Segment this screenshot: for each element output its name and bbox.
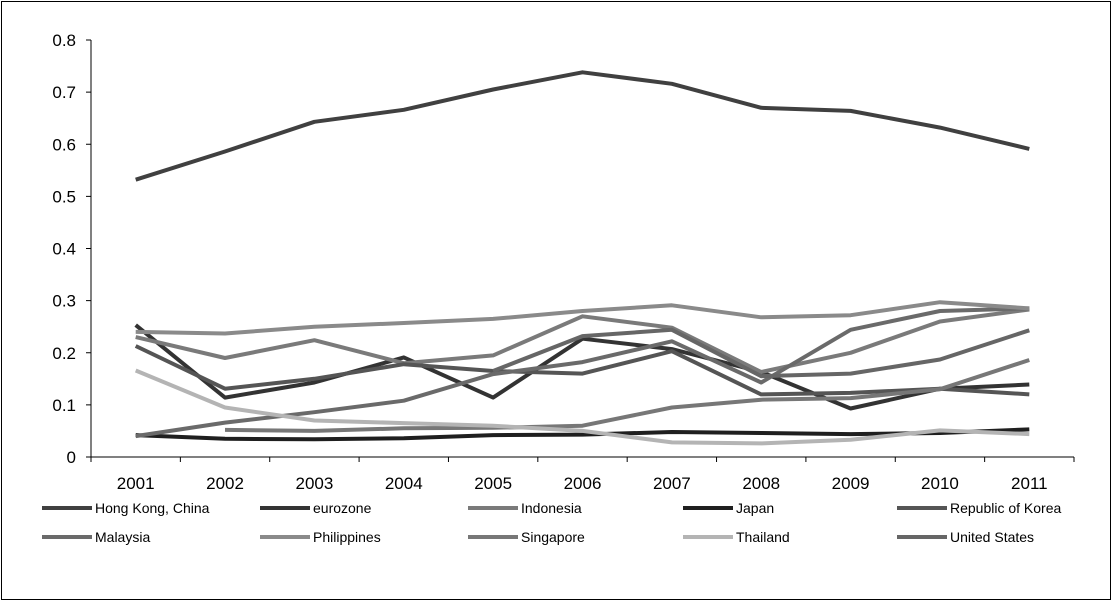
x-tick-label: 2006 [564, 474, 602, 493]
series-line-eurozone [134, 323, 1030, 411]
x-tick-label: 2004 [385, 474, 423, 493]
series-line-republic-of-korea [134, 344, 1030, 397]
x-tick-label: 2008 [742, 474, 780, 493]
series-line-philippines [135, 300, 1030, 336]
series-line-indonesia [135, 307, 1030, 374]
legend-label-eurozone: eurozone [313, 500, 372, 516]
legend-label-singapore: Singapore [521, 529, 585, 545]
y-tick-label: 0.7 [52, 83, 76, 102]
series-line-thailand [134, 368, 1030, 446]
series-line-singapore [224, 358, 1030, 433]
y-tick-label: 0.1 [52, 396, 76, 415]
x-tick-label: 2009 [832, 474, 870, 493]
x-tick-label: 2010 [921, 474, 959, 493]
x-tick-label: 2002 [206, 474, 244, 493]
legend-label-united-states: United States [950, 529, 1034, 545]
y-tick-label: 0.6 [52, 135, 76, 154]
legend-label-thailand: Thailand [736, 529, 790, 545]
legend: Hong Kong, China eurozone Indonesia Japan Re… [42, 500, 1062, 545]
x-tick-label: 2007 [653, 474, 691, 493]
x-tick-label: 2003 [295, 474, 333, 493]
x-tick-label: 2011 [1011, 474, 1048, 493]
series-lines [134, 70, 1030, 446]
series-line-hong-kong-china [135, 70, 1030, 182]
legend-label-indonesia: Indonesia [521, 500, 582, 516]
y-tick-label: 0.4 [52, 240, 76, 259]
legend-label-philippines: Philippines [313, 529, 381, 545]
legend-label-hong-kong-china: Hong Kong, China [95, 500, 210, 516]
legend-label-japan: Japan [736, 500, 774, 516]
x-tick-label: 2005 [474, 474, 512, 493]
axes: 0 0.1 0.2 0.3 0.4 0.5 0.6 0.7 0.8 2001 2002 2003 200… [52, 31, 1075, 493]
y-tick-label: 0 [67, 448, 76, 467]
y-tick-label: 0.3 [52, 292, 76, 311]
legend-label-malaysia: Malaysia [95, 529, 150, 545]
x-tick-label: 2001 [117, 474, 155, 493]
legend-label-republic-of-korea: Republic of Korea [950, 500, 1062, 516]
series-line-japan [135, 427, 1030, 442]
y-tick-label: 0.2 [52, 344, 76, 363]
y-tick-label: 0.5 [52, 187, 76, 206]
y-tick-label: 0.8 [52, 31, 76, 50]
series-line-united-states [492, 327, 1030, 379]
